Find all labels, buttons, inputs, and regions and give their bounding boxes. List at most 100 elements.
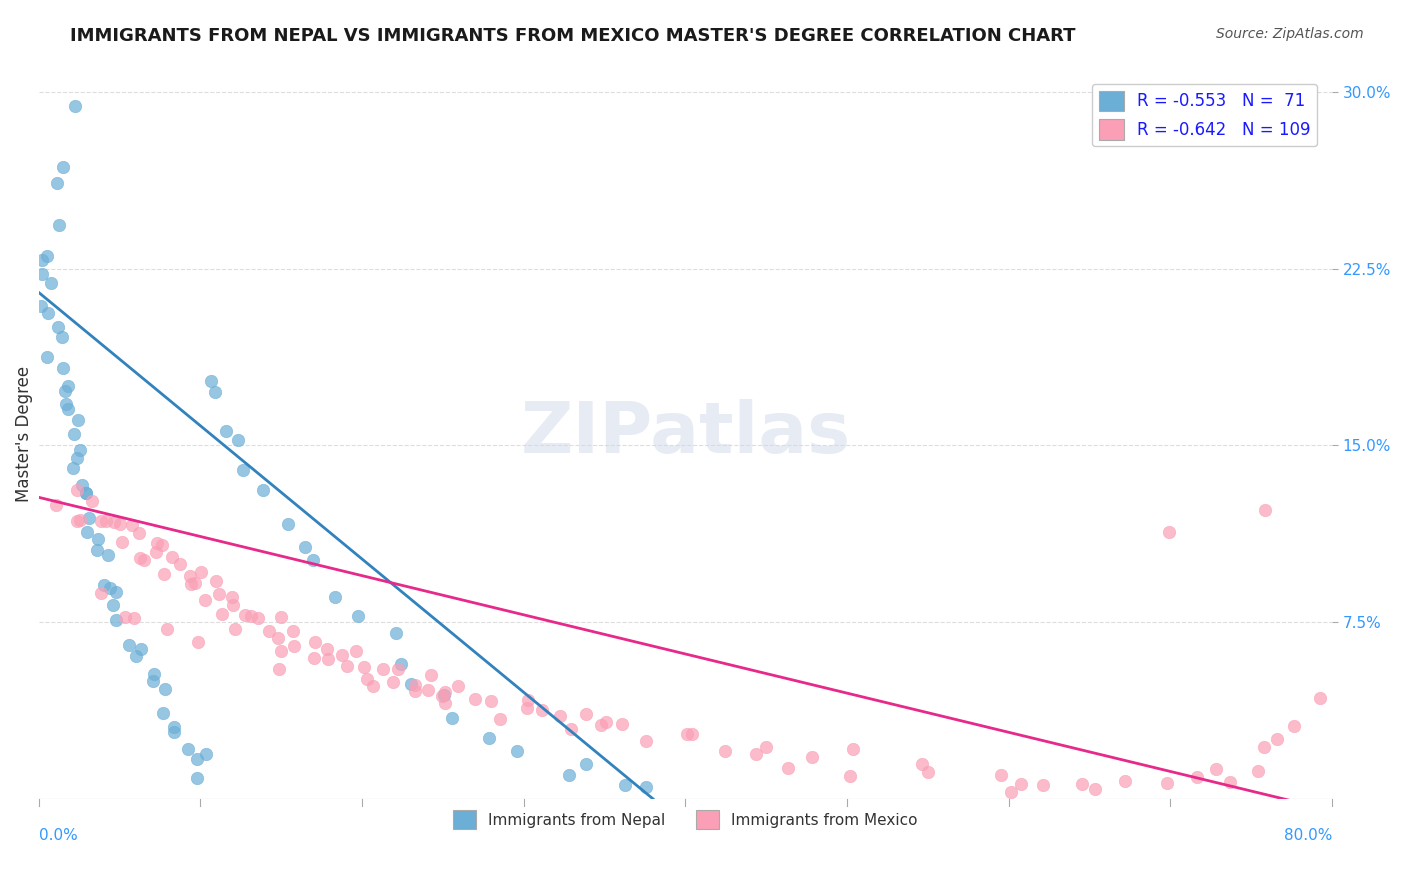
Point — [1309, 690, 1331, 705]
Point — [129, 642, 152, 657]
Point — [304, 650, 326, 665]
Point — [205, 574, 228, 588]
Point — [404, 677, 426, 691]
Point — [105, 585, 128, 599]
Point — [1219, 774, 1241, 789]
Point — [221, 590, 243, 604]
Point — [146, 536, 169, 550]
Point — [240, 609, 263, 624]
Point — [156, 623, 179, 637]
Point — [842, 741, 865, 756]
Point — [37, 306, 59, 320]
Point — [399, 677, 422, 691]
Point — [35, 249, 58, 263]
Point — [464, 692, 486, 706]
Point — [141, 673, 163, 688]
Point — [404, 684, 426, 698]
Point — [801, 749, 824, 764]
Point — [346, 644, 368, 658]
Point — [232, 463, 254, 477]
Point — [184, 576, 207, 591]
Point — [1265, 732, 1288, 747]
Point — [550, 709, 572, 723]
Point — [614, 778, 637, 792]
Point — [591, 718, 613, 732]
Text: IMMIGRANTS FROM NEPAL VS IMMIGRANTS FROM MEXICO MASTER'S DEGREE CORRELATION CHAR: IMMIGRANTS FROM NEPAL VS IMMIGRANTS FROM… — [70, 27, 1076, 45]
Point — [152, 566, 174, 581]
Point — [48, 219, 70, 233]
Point — [153, 681, 176, 696]
Point — [207, 587, 229, 601]
Point — [246, 611, 269, 625]
Point — [66, 450, 89, 465]
Point — [86, 533, 108, 547]
Point — [200, 375, 222, 389]
Point — [233, 608, 256, 623]
Point — [1000, 785, 1022, 799]
Point — [353, 659, 375, 673]
Point — [676, 726, 699, 740]
Point — [558, 768, 581, 782]
Point — [129, 551, 152, 566]
Point — [39, 277, 62, 291]
Point — [347, 609, 370, 624]
Point — [142, 667, 165, 681]
Point — [125, 648, 148, 663]
Point — [97, 548, 120, 562]
Point — [69, 443, 91, 458]
Point — [1205, 762, 1227, 776]
Point — [269, 661, 291, 675]
Text: Source: ZipAtlas.com: Source: ZipAtlas.com — [1216, 27, 1364, 41]
Point — [221, 599, 243, 613]
Point — [128, 525, 150, 540]
Point — [211, 607, 233, 621]
Point — [186, 752, 208, 766]
Point — [31, 268, 53, 282]
Point — [215, 424, 238, 438]
Point — [385, 626, 408, 640]
Point — [90, 514, 112, 528]
Point — [636, 733, 658, 747]
Point — [911, 756, 934, 771]
Point — [1254, 502, 1277, 516]
Point — [277, 517, 299, 532]
Point — [31, 252, 53, 267]
Point — [420, 668, 443, 682]
Point — [56, 401, 79, 416]
Point — [152, 706, 174, 720]
Legend: Immigrants from Nepal, Immigrants from Mexico: Immigrants from Nepal, Immigrants from M… — [447, 805, 924, 835]
Point — [65, 98, 87, 112]
Point — [98, 581, 121, 595]
Point — [55, 397, 77, 411]
Point — [434, 685, 457, 699]
Point — [315, 641, 337, 656]
Point — [160, 550, 183, 565]
Point — [101, 599, 124, 613]
Point — [516, 701, 538, 715]
Point — [145, 545, 167, 559]
Point — [56, 379, 79, 393]
Point — [1071, 777, 1094, 791]
Point — [430, 689, 453, 703]
Point — [134, 552, 156, 566]
Point — [1253, 739, 1275, 754]
Point — [30, 299, 52, 313]
Point — [917, 765, 939, 780]
Point — [447, 679, 470, 693]
Point — [595, 714, 617, 729]
Point — [301, 553, 323, 567]
Point — [162, 725, 184, 739]
Point — [195, 747, 218, 762]
Point — [190, 565, 212, 579]
Point — [517, 693, 540, 707]
Point — [681, 727, 703, 741]
Point — [745, 747, 768, 762]
Point — [63, 427, 86, 442]
Point — [478, 731, 501, 746]
Point — [530, 703, 553, 717]
Point — [186, 772, 208, 786]
Point — [69, 513, 91, 527]
Point — [46, 320, 69, 334]
Point — [35, 350, 58, 364]
Point — [52, 160, 75, 174]
